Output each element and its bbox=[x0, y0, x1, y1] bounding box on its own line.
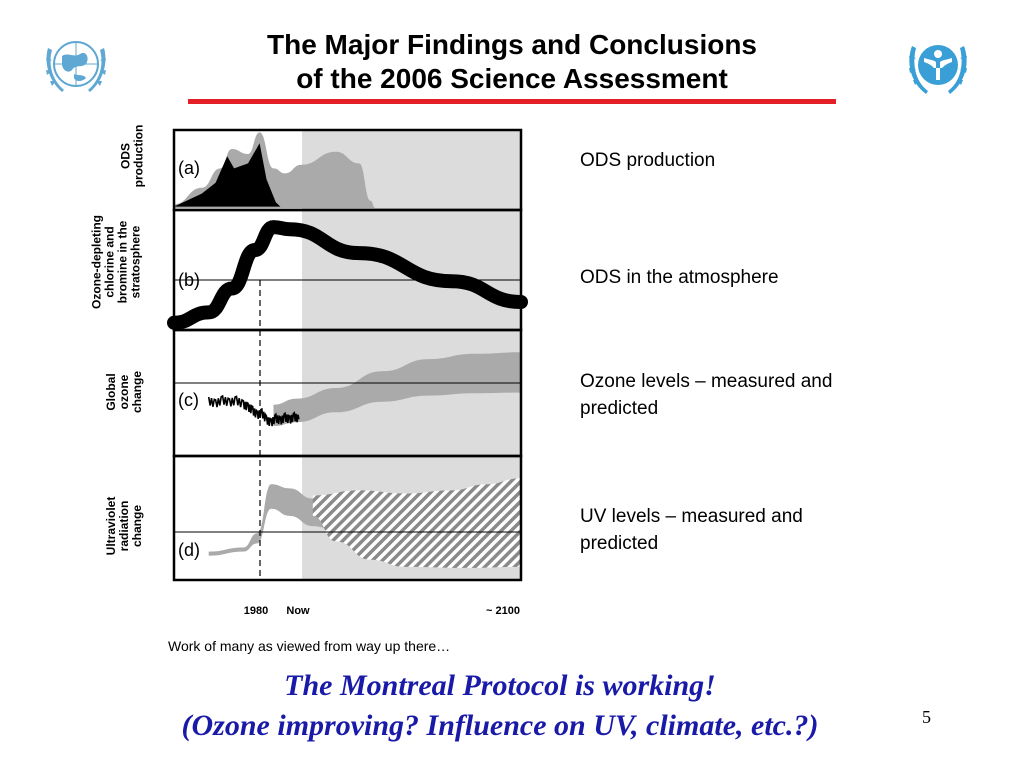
ylabel-line: Ozone-depleting bbox=[90, 215, 104, 309]
ylabel-line: production bbox=[132, 125, 146, 188]
panel-c-ylabel: Globalozonechange bbox=[104, 371, 144, 413]
conclusion-line-1: The Montreal Protocol is working! bbox=[284, 669, 716, 702]
panel-a-measured-production bbox=[174, 143, 281, 207]
panel-d-ylabel: Ultravioletradiationchange bbox=[104, 497, 144, 556]
title-line-1: The Major Findings and Conclusions bbox=[266, 29, 757, 60]
x-tick-label: Now bbox=[286, 605, 310, 617]
panel-letter-c: (c) bbox=[178, 390, 199, 410]
panel-b-ylabel: Ozone-depletingchlorine andbromine in th… bbox=[90, 215, 143, 309]
ylabel-line: Ultraviolet bbox=[104, 497, 118, 556]
ylabel-line: change bbox=[130, 505, 144, 547]
page-number: 5 bbox=[922, 707, 931, 727]
panel-d-hatched-prediction bbox=[312, 478, 521, 568]
title-line-2: of the 2006 Science Assessment bbox=[296, 63, 728, 94]
panel-a-description: ODS production bbox=[580, 150, 716, 171]
x-tick-label: 1980 bbox=[244, 605, 268, 617]
chart-caption: Work of many as viewed from way up there… bbox=[168, 638, 451, 654]
panel-frame-d bbox=[172, 454, 523, 582]
panel-b-description: ODS in the atmosphere bbox=[580, 267, 779, 288]
panel-d-uv-band bbox=[208, 484, 521, 556]
panel-d-description: UV levels – measured and predicted bbox=[580, 506, 803, 554]
ylabel-line: ODS bbox=[119, 143, 133, 169]
unep-wreath-logo bbox=[909, 45, 967, 94]
ozone-assessment-chart: (a) (b) (c) (d) ODSproduction Ozone-depleting… bbox=[90, 125, 528, 617]
ylabel-line: chlorine and bbox=[103, 226, 117, 297]
panel-a-ylabel: ODSproduction bbox=[119, 125, 146, 188]
x-tick-label: ~ 2100 bbox=[486, 605, 520, 617]
ylabel-line: bromine in the bbox=[116, 220, 130, 303]
ylabel-line: stratosphere bbox=[129, 225, 143, 298]
ylabel-line: change bbox=[130, 371, 144, 413]
slide-title: The Major Findings and Conclusions of th… bbox=[150, 28, 874, 96]
ylabel-line: radiation bbox=[117, 501, 131, 552]
panel-letter-d: (d) bbox=[178, 540, 200, 560]
panel-c-description: Ozone levels – measured and predicted bbox=[580, 371, 833, 419]
conclusion-line-2: (Ozone improving? Influence on UV, clima… bbox=[181, 709, 819, 742]
wmo-globe-wreath-logo bbox=[46, 41, 106, 92]
ylabel-line: Global bbox=[104, 373, 118, 410]
title-underline bbox=[188, 99, 836, 104]
panel-c-predicted-envelope bbox=[273, 352, 521, 426]
panel-letter-a: (a) bbox=[178, 158, 200, 178]
panel-letter-b: (b) bbox=[178, 270, 200, 290]
ylabel-line: ozone bbox=[117, 374, 131, 409]
